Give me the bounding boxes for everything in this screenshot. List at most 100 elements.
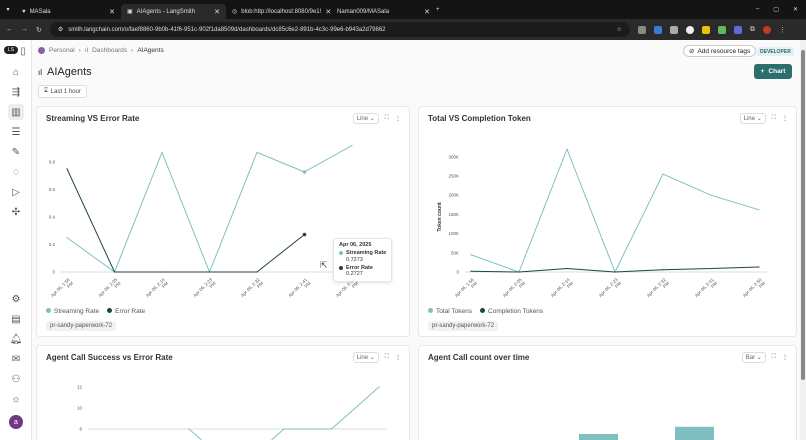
chart-type-select[interactable]: Bar ⌄ xyxy=(741,352,766,363)
chart-title: Total VS Completion Token xyxy=(428,114,531,123)
chart-type-select[interactable]: Line ⌄ xyxy=(352,352,379,363)
close-window-icon[interactable]: ✕ xyxy=(792,7,798,13)
series-line-total-tokens xyxy=(470,148,760,273)
chart-panel-streaming-vs-error: Streaming VS Error Rate Line ⌄ ⛶ ⋮ 0 0.2 0.4… xyxy=(36,106,410,337)
chart-tooltip: Apr 06, 2025 Streaming Rate 0.7273 Error … xyxy=(333,238,393,282)
x-tick-label: Apr 06, 1:56PM xyxy=(50,277,75,302)
x-tick-label: Apr 06, 2:41PM xyxy=(694,277,719,302)
close-tab-icon[interactable]: ✕ xyxy=(214,8,220,16)
close-tab-icon[interactable]: ✕ xyxy=(424,8,430,16)
hourglass-icon: ⌛︎ xyxy=(44,88,48,94)
breadcrumb-current: AIAgents xyxy=(137,47,164,54)
browser-tab-active[interactable]: ▣ AIAgents - LangSmith ✕ xyxy=(121,4,226,19)
plus-icon: + xyxy=(760,68,765,75)
tab-menu-icon[interactable]: ▾ xyxy=(6,7,10,13)
data-point xyxy=(208,271,211,273)
project-tag: pr-sandy-paperwork-72 xyxy=(46,321,117,331)
site-info-icon[interactable]: ⚙ xyxy=(57,27,64,33)
extensions-puzzle-icon[interactable]: ⧉ xyxy=(749,25,755,33)
extension-icon[interactable] xyxy=(717,25,726,34)
annotate-pencil-icon[interactable]: ✎ xyxy=(11,146,21,158)
theme-sun-icon[interactable]: ☼ xyxy=(11,393,21,405)
browser-tab[interactable]: Naman009/MASala ✕ xyxy=(337,8,430,16)
data-point xyxy=(302,232,307,237)
extension-icon[interactable] xyxy=(733,25,742,34)
settings-gear-icon[interactable]: ⚙ xyxy=(11,293,21,305)
close-tab-icon[interactable]: ✕ xyxy=(109,8,115,16)
more-menu-icon[interactable]: ⋮ xyxy=(395,355,401,361)
extension-icon[interactable] xyxy=(653,25,662,34)
extension-icon[interactable] xyxy=(685,25,694,34)
dashboards-icon[interactable]: ▥ xyxy=(8,104,24,120)
line-chart: 8 10 12 xyxy=(77,385,387,440)
langsmith-logo[interactable]: LS xyxy=(4,46,18,54)
docs-icon[interactable]: ▤ xyxy=(11,313,21,325)
minimize-icon[interactable]: – xyxy=(755,6,760,12)
line-chart: 0 0.2 0.4 0.6 0.8 Rate % Apr 06, 1:56PM Apr 06,… xyxy=(37,144,360,302)
more-menu-icon[interactable]: ⋮ xyxy=(782,116,788,122)
add-resource-tags-button[interactable]: ⊘ Add resource tags xyxy=(683,45,757,57)
chart-bars-icon: ıl xyxy=(38,67,42,77)
profile-avatar[interactable] xyxy=(762,25,771,34)
threads-icon[interactable]: ⇶ xyxy=(11,86,21,98)
more-menu-icon[interactable]: ⋮ xyxy=(395,116,401,122)
data-point xyxy=(351,144,353,147)
extension-icon[interactable] xyxy=(637,25,646,34)
datasets-icon[interactable]: ☰ xyxy=(11,126,21,138)
notifications-bell-icon[interactable]: 🔔︎ xyxy=(9,333,23,345)
breadcrumb-dashboards[interactable]: Dashboards xyxy=(92,47,128,54)
add-chart-button[interactable]: + Chart xyxy=(754,64,792,79)
bar xyxy=(675,426,714,440)
data-point xyxy=(614,271,616,273)
x-tick-label: Apr 06, 2:23PM xyxy=(598,277,623,302)
data-point xyxy=(188,428,190,430)
expand-icon[interactable]: ⛶ xyxy=(384,115,389,121)
data-point xyxy=(518,271,520,273)
page-scrollbar[interactable] xyxy=(800,40,806,440)
user-avatar[interactable]: a xyxy=(9,415,23,429)
legend-item[interactable]: Streaming Rate xyxy=(46,308,99,315)
messages-mail-icon[interactable]: ✉ xyxy=(11,353,21,365)
bookmark-star-icon[interactable]: ☆ xyxy=(616,27,622,33)
data-point xyxy=(302,170,307,174)
series-line-series xyxy=(188,386,380,440)
maximize-icon[interactable]: ▢ xyxy=(773,7,779,13)
home-icon[interactable]: ⌂ xyxy=(12,66,20,78)
expand-icon[interactable]: ⛶ xyxy=(771,354,776,360)
extension-icon[interactable] xyxy=(701,25,710,34)
workspace-avatar xyxy=(38,47,45,54)
new-tab-icon[interactable]: + xyxy=(436,6,440,13)
data-point xyxy=(662,173,664,175)
forward-icon[interactable]: → xyxy=(21,26,28,33)
chart-type-select[interactable]: Line ⌄ xyxy=(352,113,379,124)
legend-item[interactable]: Total Tokens xyxy=(428,308,472,315)
browser-tab[interactable]: ◎ blob:http://localhost:8080/9e1! ✕ xyxy=(232,8,332,16)
expand-icon[interactable]: ⛶ xyxy=(384,354,389,360)
back-icon[interactable]: ← xyxy=(6,26,13,33)
close-tab-icon[interactable]: ✕ xyxy=(325,8,332,16)
data-point xyxy=(66,168,68,170)
more-menu-icon[interactable]: ⋮ xyxy=(782,355,788,361)
time-range-button[interactable]: ⌛︎ Last 1 hour xyxy=(38,85,87,98)
tag-icon: ⊘ xyxy=(689,48,695,55)
chart-type-select[interactable]: Line ⌄ xyxy=(739,113,766,124)
y-tick-label: 300K xyxy=(448,154,459,159)
bar-chart xyxy=(579,426,714,440)
prompts-chat-icon[interactable]: ◌ xyxy=(13,166,19,178)
extension-icon[interactable] xyxy=(669,25,678,34)
breadcrumb-personal[interactable]: Personal xyxy=(49,47,75,54)
reload-icon[interactable]: ↻ xyxy=(36,26,42,34)
legend-item[interactable]: Error Rate xyxy=(107,308,145,315)
add-user-icon[interactable]: ⚇ xyxy=(11,373,21,385)
x-tick-label: Apr 06, 2:14PM xyxy=(550,277,575,302)
expand-icon[interactable]: ⛶ xyxy=(771,115,776,121)
chart-panel-agent-call-count: Agent Call count over time Bar ⌄ ⛶ ⋮ xyxy=(418,345,797,440)
sidebar-toggle-icon[interactable]: ▯ xyxy=(20,45,26,57)
deployments-icon[interactable]: ✣ xyxy=(11,206,21,218)
y-tick-label: 0.4 xyxy=(49,215,56,220)
legend-item[interactable]: Completion Tokens xyxy=(480,308,543,315)
browser-tab[interactable]: ♥ MASala ✕ xyxy=(22,8,115,16)
browser-menu-icon[interactable]: ⋮ xyxy=(778,26,786,34)
playground-play-icon[interactable]: ▷ xyxy=(12,186,20,198)
url-input[interactable]: ⚙ smith.langchain.com/o/faef8860-9b0b-41f… xyxy=(49,22,630,37)
